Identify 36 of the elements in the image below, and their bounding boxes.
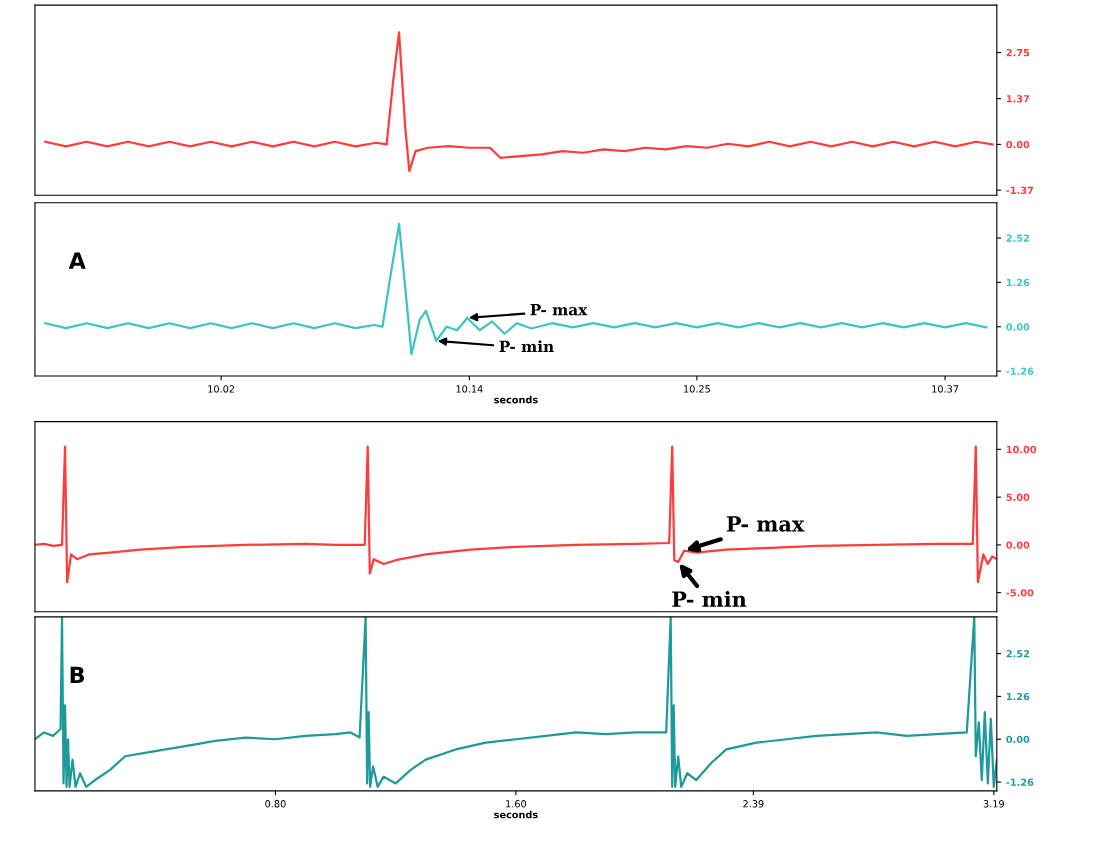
line-series (44, 31, 994, 173)
y-tick-label: -1.37 (1006, 186, 1034, 195)
y-tick-label: -5.00 (1006, 589, 1034, 597)
x-tick-label: 0.80 (265, 800, 286, 808)
annotation: P- min (499, 340, 554, 352)
x-axis-title: seconds (494, 395, 538, 404)
annotation: B (70, 666, 85, 683)
y-tick-label: 2.52 (1006, 234, 1029, 242)
y-tick-label: 2.75 (1006, 49, 1030, 57)
y-tick-label: -1.26 (1006, 367, 1034, 375)
y-tick-label: 5.00 (1006, 493, 1030, 501)
line-series (44, 222, 988, 356)
annotation: A (68, 252, 86, 269)
x-tick-label: 2.39 (743, 800, 764, 808)
y-tick-label: 0.00 (1006, 140, 1030, 149)
y-tick-label: 0.00 (1006, 323, 1030, 331)
annotation: P- min (672, 590, 747, 607)
y-tick-label: 2.52 (1006, 650, 1029, 658)
annotation: P- max (530, 304, 588, 316)
x-tick-label: 10.14 (456, 385, 483, 393)
y-tick-label: 0.00 (1006, 541, 1030, 549)
y-tick-label: 1.26 (1006, 692, 1030, 701)
x-axis-title: seconds (494, 810, 538, 819)
x-tick-label: 3.19 (983, 800, 1004, 808)
y-tick-label: 0.00 (1006, 735, 1030, 744)
line-series (34, 445, 997, 584)
line-series (34, 616, 997, 788)
annotation: P- max (726, 516, 805, 532)
x-tick-label: 10.37 (932, 385, 959, 393)
x-tick-label: 10.02 (208, 385, 235, 393)
y-tick-label: 1.37 (1006, 95, 1030, 103)
x-tick-label: 10.25 (684, 385, 710, 393)
y-tick-label: -1.26 (1006, 778, 1034, 786)
x-tick-label: 1.60 (506, 800, 527, 808)
y-tick-label: 10.00 (1006, 445, 1037, 454)
y-tick-label: 1.26 (1006, 278, 1030, 287)
